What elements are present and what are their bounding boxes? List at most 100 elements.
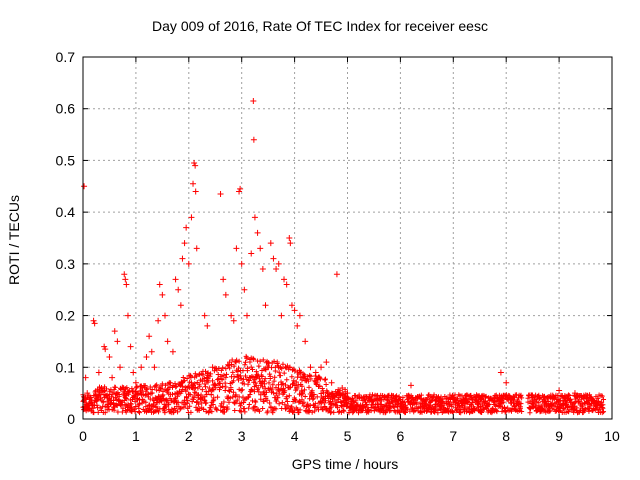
data-point bbox=[328, 379, 335, 386]
data-point bbox=[286, 235, 293, 241]
data-point bbox=[143, 353, 150, 360]
y-tick-label: 0.3 bbox=[56, 256, 76, 272]
dense-points bbox=[80, 353, 607, 416]
x-tick-label: 4 bbox=[291, 428, 299, 444]
data-point bbox=[84, 390, 91, 397]
data-point bbox=[201, 312, 208, 319]
data-point bbox=[179, 255, 186, 262]
data-point bbox=[191, 160, 198, 167]
data-point bbox=[254, 229, 261, 236]
data-point bbox=[296, 312, 303, 319]
data-point bbox=[251, 214, 258, 221]
data-point bbox=[109, 374, 116, 381]
data-point bbox=[238, 260, 245, 267]
data-point bbox=[161, 312, 168, 319]
data-point bbox=[132, 379, 139, 386]
x-tick-label: 7 bbox=[449, 428, 457, 444]
data-point bbox=[323, 359, 330, 366]
data-point bbox=[81, 183, 88, 190]
data-point bbox=[217, 191, 224, 198]
x-tick-label: 10 bbox=[604, 428, 620, 444]
data-point bbox=[185, 260, 192, 267]
data-point bbox=[193, 245, 200, 252]
data-point bbox=[138, 364, 145, 371]
data-point bbox=[278, 312, 285, 319]
data-point bbox=[156, 281, 163, 288]
data-point bbox=[190, 180, 197, 187]
data-point bbox=[233, 245, 240, 252]
data-point bbox=[82, 374, 89, 381]
data-point bbox=[283, 281, 290, 288]
data-point bbox=[318, 364, 325, 371]
y-tick-label: 0.4 bbox=[56, 204, 76, 220]
data-point bbox=[339, 384, 346, 391]
data-point bbox=[172, 276, 179, 283]
data-point bbox=[259, 266, 266, 273]
data-point bbox=[497, 369, 504, 376]
data-point bbox=[307, 364, 314, 371]
x-tick-label: 8 bbox=[502, 428, 510, 444]
data-point bbox=[291, 307, 298, 314]
data-point bbox=[250, 136, 257, 143]
data-point bbox=[407, 382, 414, 389]
data-point bbox=[175, 286, 182, 293]
data-point bbox=[95, 369, 102, 376]
data-point bbox=[250, 97, 257, 104]
y-tick-label: 0.5 bbox=[56, 152, 76, 168]
data-point bbox=[177, 302, 184, 309]
data-point bbox=[302, 338, 309, 345]
data-point bbox=[86, 400, 93, 407]
data-point bbox=[287, 240, 294, 247]
data-point bbox=[91, 320, 98, 327]
data-point bbox=[571, 390, 578, 397]
data-point bbox=[248, 250, 255, 257]
data-point bbox=[151, 364, 158, 371]
y-tick-label: 0 bbox=[67, 411, 75, 427]
x-tick-label: 6 bbox=[397, 428, 405, 444]
data-point bbox=[148, 348, 155, 355]
data-point bbox=[101, 343, 108, 350]
data-point bbox=[273, 266, 280, 273]
y-tick-label: 0.6 bbox=[56, 101, 76, 117]
data-point bbox=[333, 271, 340, 278]
data-point bbox=[114, 338, 121, 345]
axis-ticks: 0 1 2 3 4 5 6 7 8 9 10 0 0.1 0.2 0.3 0.4 0.5 0.6 0.7 bbox=[56, 49, 620, 444]
grid-lines bbox=[83, 57, 612, 419]
data-point bbox=[130, 369, 137, 376]
data-point bbox=[124, 312, 131, 319]
data-point bbox=[257, 245, 264, 252]
data-point bbox=[344, 390, 351, 397]
x-tick-label: 0 bbox=[79, 428, 87, 444]
y-tick-label: 0.2 bbox=[56, 308, 76, 324]
data-point bbox=[204, 322, 211, 329]
data-point bbox=[192, 162, 199, 169]
data-point bbox=[111, 328, 118, 335]
y-tick-label: 0.7 bbox=[56, 49, 76, 65]
data-point bbox=[188, 214, 195, 221]
data-point bbox=[164, 338, 171, 345]
data-point bbox=[146, 333, 153, 340]
data-point bbox=[123, 281, 130, 288]
x-axis-label: GPS time / hours bbox=[291, 456, 399, 472]
data-point bbox=[288, 302, 295, 309]
x-tick-label: 9 bbox=[555, 428, 563, 444]
data-point bbox=[281, 276, 288, 283]
data-point bbox=[237, 185, 244, 192]
data-point bbox=[127, 343, 134, 350]
data-points bbox=[81, 97, 578, 407]
x-tick-label: 5 bbox=[344, 428, 352, 444]
data-point bbox=[192, 188, 199, 195]
x-tick-label: 3 bbox=[238, 428, 246, 444]
data-point bbox=[181, 240, 188, 247]
data-point bbox=[312, 369, 319, 376]
data-point bbox=[228, 312, 235, 319]
data-point bbox=[122, 276, 129, 283]
data-point bbox=[117, 364, 124, 371]
data-point bbox=[267, 240, 274, 247]
data-point bbox=[220, 276, 227, 283]
data-point bbox=[556, 387, 563, 394]
chart-title: Day 009 of 2016, Rate Of TEC Index for r… bbox=[152, 18, 488, 34]
x-tick-label: 2 bbox=[185, 428, 193, 444]
data-point bbox=[169, 348, 176, 355]
data-point bbox=[183, 224, 190, 231]
